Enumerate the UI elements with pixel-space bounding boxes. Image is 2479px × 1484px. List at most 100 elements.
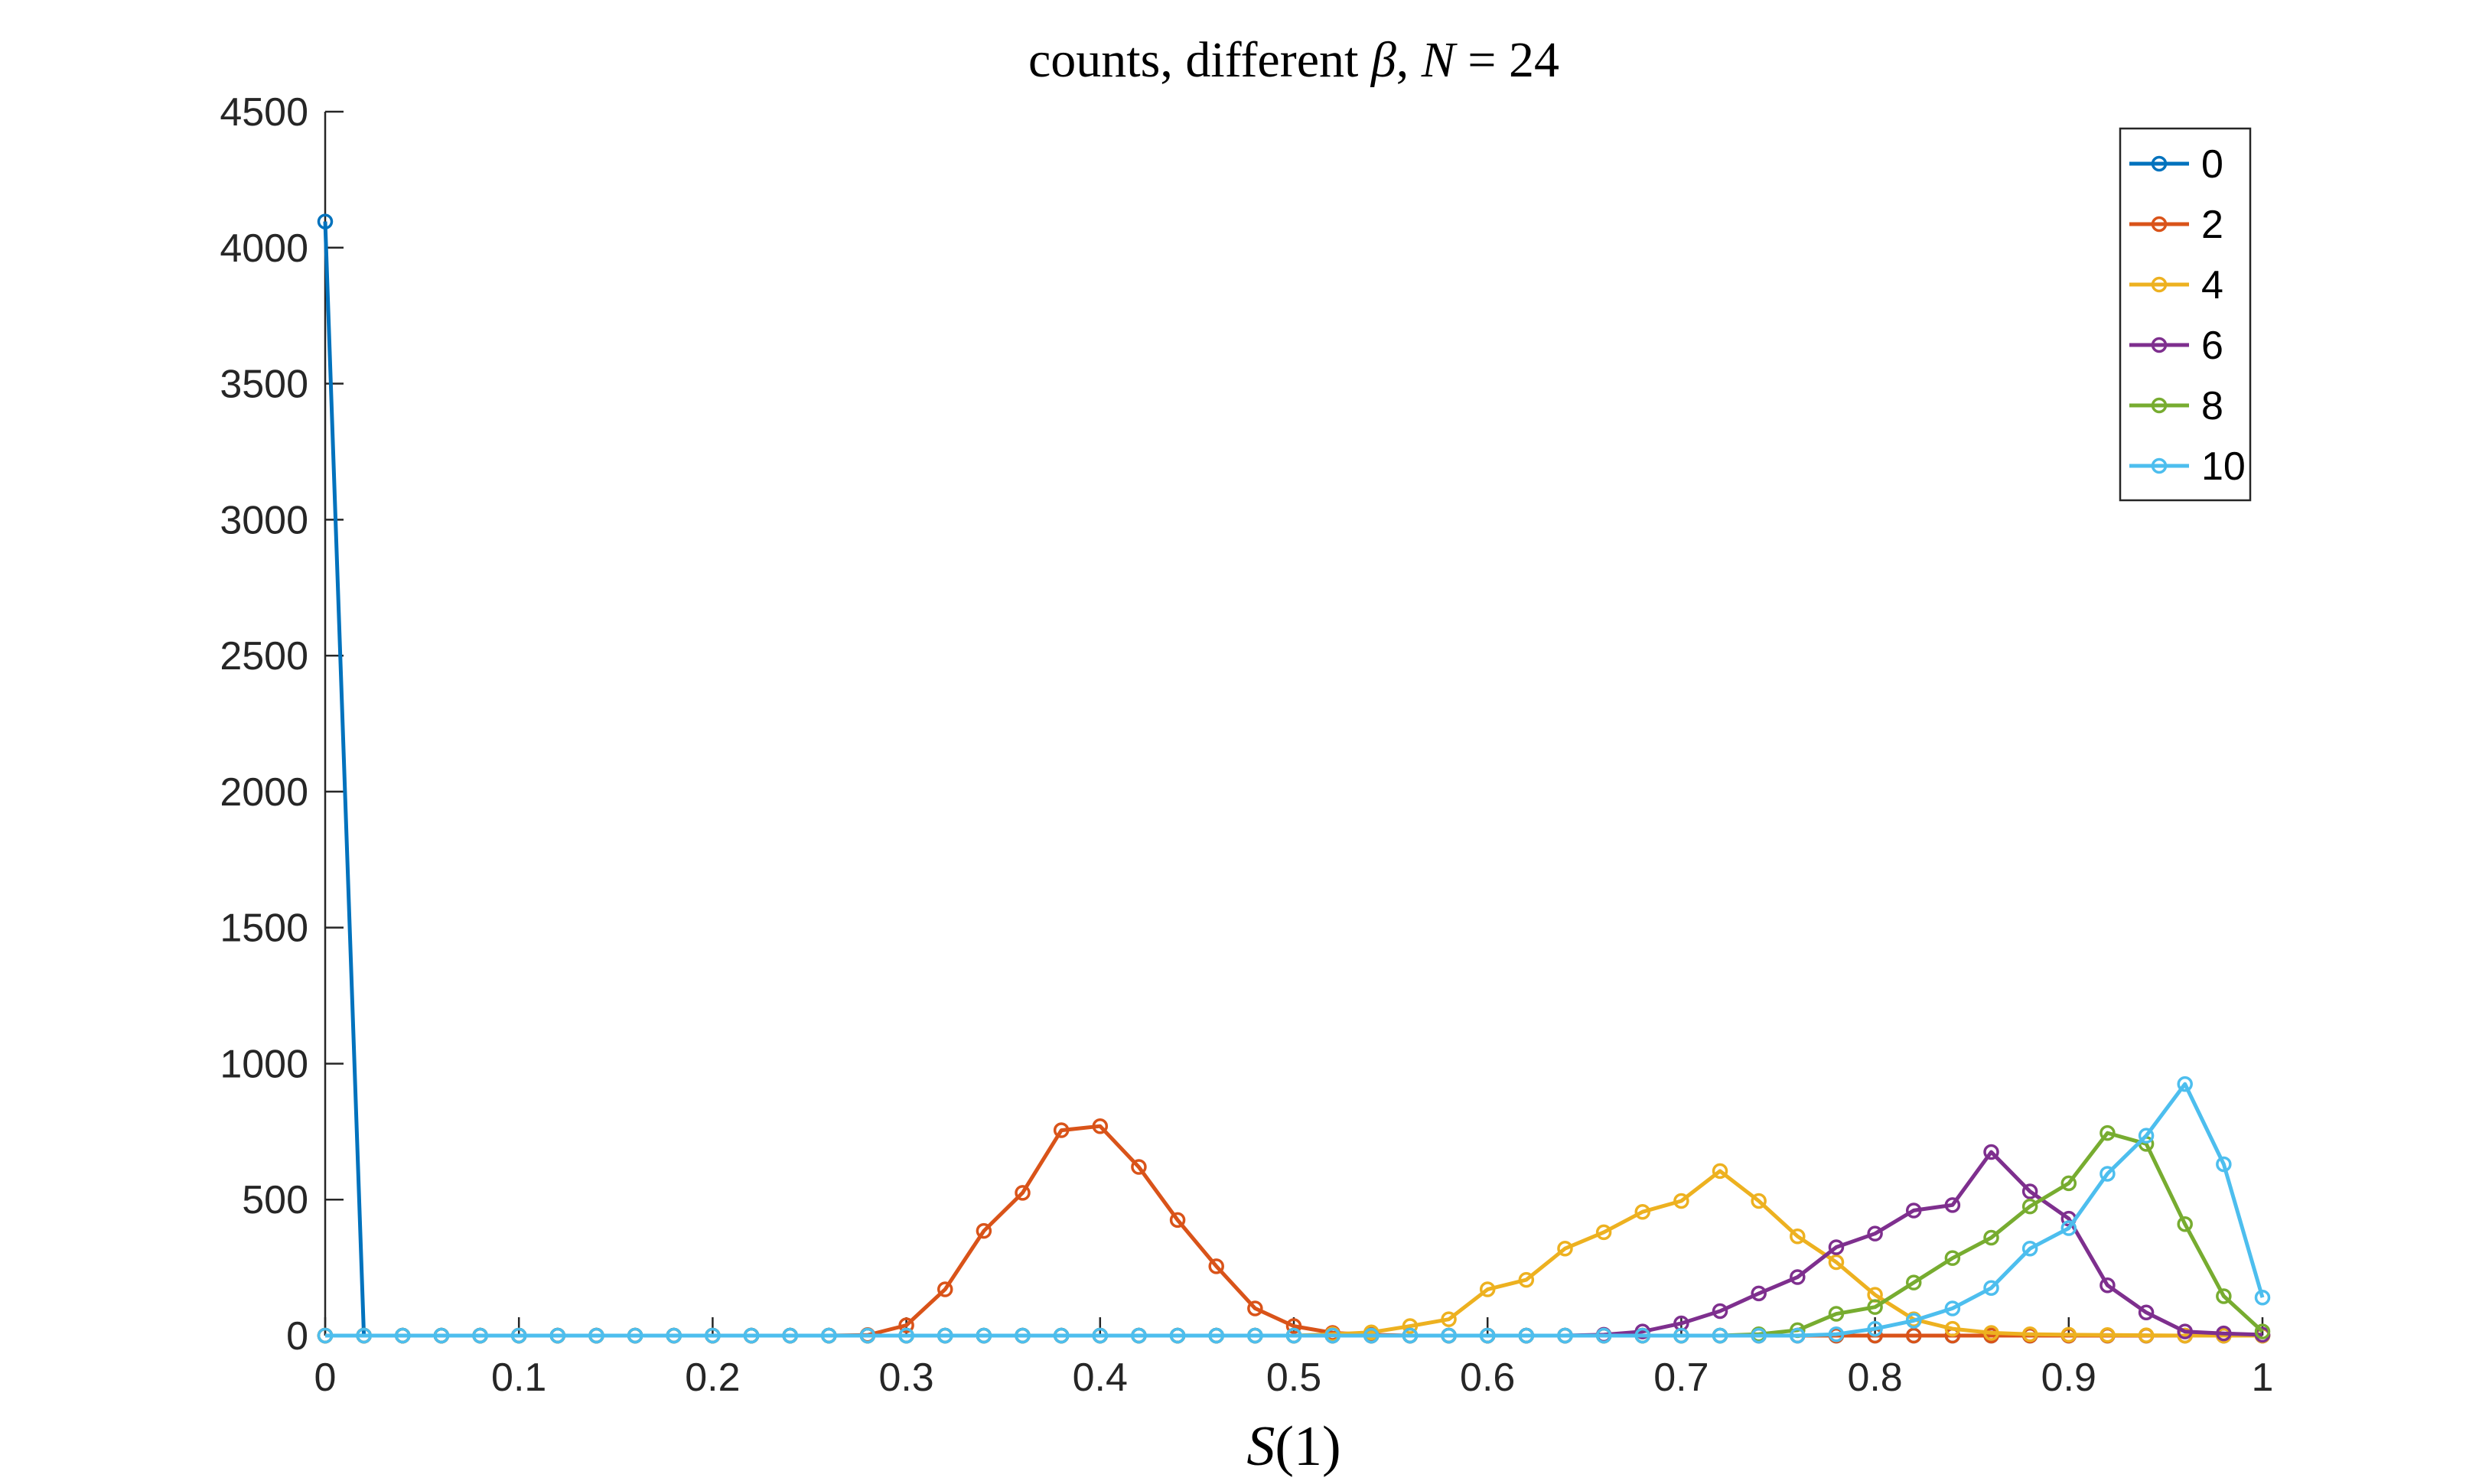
legend-label: 2 [2201, 203, 2223, 247]
data-point [1751, 1285, 1767, 1302]
title-segment: N [1421, 32, 1458, 88]
data-point [898, 1317, 914, 1333]
data-point [1557, 1240, 1573, 1257]
data-point [821, 1327, 837, 1344]
chart-title: counts, different β, N = 24 [1028, 32, 1559, 88]
data-point [1518, 1327, 1535, 1344]
series-4 [317, 1163, 2271, 1344]
data-point [2138, 1128, 2155, 1144]
data-point [1479, 1327, 1496, 1344]
data-point [2060, 1175, 2077, 1192]
legend-label: 6 [2201, 324, 2223, 368]
y-tick-label: 0 [286, 1314, 308, 1359]
legend-item-4: 4 [2129, 263, 2223, 308]
data-point [782, 1327, 798, 1344]
legend-swatch-marker [2151, 216, 2168, 233]
data-point [395, 1327, 411, 1344]
data-point [1828, 1254, 1845, 1271]
data-point [1712, 1303, 1728, 1320]
data-point [2021, 1183, 2038, 1199]
data-point [1867, 1225, 1883, 1242]
data-point [1790, 1269, 1806, 1285]
data-point [1944, 1250, 1961, 1266]
data-point [1790, 1228, 1806, 1245]
data-point [1905, 1327, 1922, 1344]
data-point [1169, 1212, 1186, 1229]
data-point [2177, 1323, 2193, 1339]
legend: 0 2 4 6 8 10 [2119, 127, 2252, 502]
data-point [1285, 1318, 1302, 1334]
y-tick-label: 1500 [220, 906, 308, 951]
data-point [937, 1281, 953, 1297]
data-point [1634, 1327, 1651, 1344]
legend-swatch-marker [2151, 457, 2168, 474]
y-tick-label: 3000 [220, 498, 308, 542]
data-point [2099, 1327, 2116, 1343]
series-line-4 [325, 1169, 2262, 1338]
data-point [1828, 1239, 1845, 1255]
y-tick-label: 3500 [220, 363, 308, 407]
x-tick-label: 1 [2252, 1355, 2274, 1400]
data-point [1402, 1318, 1419, 1334]
y-tick-label: 2000 [220, 770, 308, 815]
data-point [1751, 1327, 1767, 1344]
y-tick-label: 4000 [220, 226, 308, 271]
xlabel-symbol: S [1246, 1415, 1275, 1478]
x-tick-label: 0.8 [1847, 1355, 1902, 1400]
data-point [2254, 1323, 2271, 1339]
data-point [317, 213, 334, 229]
data-point [1324, 1327, 1340, 1344]
data-point [1944, 1197, 1961, 1213]
legend-box [2119, 127, 2252, 502]
data-point [433, 1327, 450, 1344]
axes: 0 0.1 0.2 0.3 0.4 0.5 0.6 0.7 0.8 0.9 105001000150… [220, 90, 2273, 1400]
x-tick-label: 0.9 [2041, 1355, 2096, 1400]
data-point [472, 1327, 488, 1344]
data-point [859, 1327, 876, 1344]
data-point [2021, 1198, 2038, 1215]
data-point [2060, 1326, 2077, 1343]
legend-swatch-marker [2151, 397, 2168, 414]
data-point [356, 1327, 372, 1344]
data-point [1285, 1327, 1302, 1344]
data-point [1673, 1193, 1689, 1209]
data-point [1673, 1327, 1689, 1344]
data-point [2138, 1304, 2155, 1321]
data-point [1983, 1144, 1999, 1160]
data-point [1015, 1185, 1031, 1201]
x-axis-label: S(1) [1246, 1415, 1340, 1478]
legend-swatch-marker [2151, 155, 2168, 172]
data-point [743, 1327, 760, 1344]
data-point [937, 1327, 953, 1344]
data-point [1595, 1224, 1612, 1241]
data-point [588, 1327, 604, 1344]
series-line-0 [323, 221, 2262, 1338]
data-point [1131, 1327, 1147, 1344]
series-line-8 [325, 1131, 2264, 1338]
data-point [2021, 1240, 2038, 1257]
data-point [1828, 1306, 1845, 1322]
legend-label: 8 [2201, 384, 2223, 428]
data-point [1402, 1327, 1419, 1344]
x-tick-label: 0 [314, 1355, 337, 1400]
data-point [976, 1327, 992, 1344]
y-tick-label: 500 [242, 1178, 308, 1222]
y-tick-label: 4500 [220, 90, 308, 135]
title-segment: counts, different [1028, 32, 1371, 88]
data-point [2216, 1288, 2232, 1304]
data-point [2099, 1124, 2116, 1141]
data-point [549, 1327, 566, 1344]
series-8 [317, 1124, 2271, 1344]
plot-area [317, 213, 2271, 1344]
data-point [898, 1327, 914, 1344]
data-point [317, 1327, 334, 1344]
title-segment: , [1396, 32, 1422, 88]
data-point [1092, 1118, 1109, 1134]
data-point [1053, 1327, 1070, 1344]
legend-label: 10 [2201, 444, 2246, 489]
legend-item-0: 0 [2129, 142, 2223, 187]
x-tick-label: 0.6 [1460, 1355, 1515, 1400]
series-line-2 [325, 1124, 2262, 1338]
data-point [1092, 1327, 1109, 1344]
